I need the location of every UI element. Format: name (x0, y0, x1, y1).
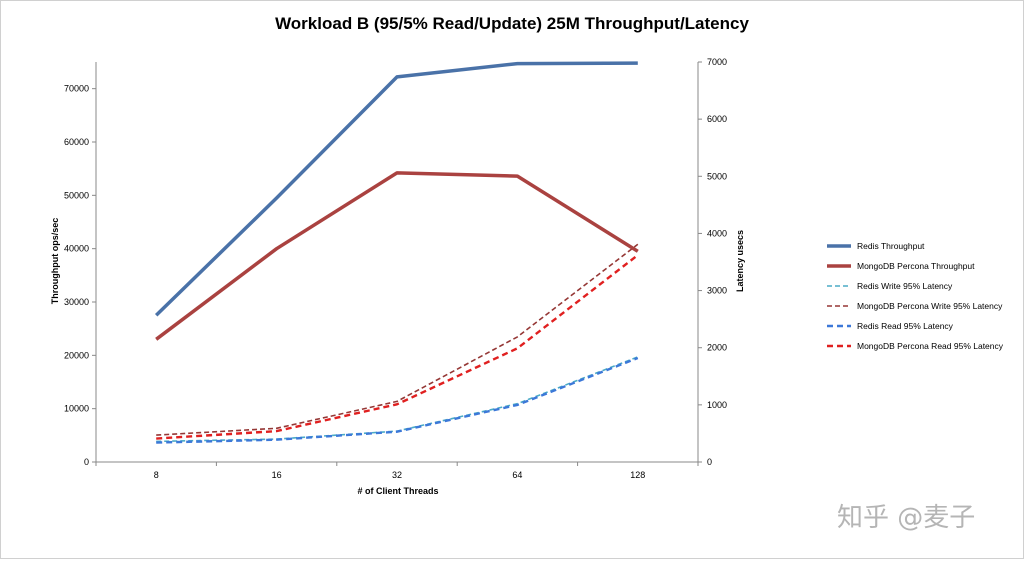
y-axis-label-left: Throughput ops/sec (50, 218, 60, 305)
y-tick-left-label: 40000 (64, 244, 89, 254)
legend-label: MongoDB Percona Throughput (857, 261, 975, 271)
y-tick-left-label: 70000 (64, 84, 89, 94)
y-tick-right-label: 2000 (707, 343, 727, 353)
legend: Redis Throughput MongoDB Percona Throughp… (827, 241, 1004, 351)
series-line-mongodb-percona-throughput (155, 171, 639, 341)
series-line-redis-throughput (154, 61, 638, 317)
y-tick-left-label: 50000 (64, 190, 89, 200)
legend-label: Redis Write 95% Latency (857, 281, 953, 291)
legend-label: MongoDB Percona Read 95% Latency (857, 341, 1004, 351)
y-tick-right-label: 3000 (707, 286, 727, 296)
x-tick-label: 8 (154, 470, 159, 480)
y-tick-right-label: 1000 (707, 400, 727, 410)
y-tick-right-label: 0 (707, 457, 712, 467)
y-tick-left-label: 20000 (64, 350, 89, 360)
y-tick-right-label: 7000 (707, 57, 727, 67)
legend-label: Redis Read 95% Latency (857, 321, 954, 331)
y-tick-right-label: 5000 (707, 171, 727, 181)
watermark: 知乎 @麦子 (837, 503, 975, 533)
series-layer (154, 61, 639, 444)
axes: 0 10000 20000 30000 40000 50000 60000 70000 0 100… (64, 57, 727, 480)
x-tick-label: 128 (630, 470, 645, 480)
series-line-mongodb-percona-read-95-latency (156, 254, 639, 440)
y-tick-left-label: 10000 (64, 404, 89, 414)
legend-label: MongoDB Percona Write 95% Latency (857, 301, 1003, 311)
y-axis-label-right: Latency usecs (735, 230, 745, 292)
x-tick-label: 16 (272, 470, 282, 480)
y-tick-left-label: 60000 (64, 137, 89, 147)
y-tick-right-label: 6000 (707, 114, 727, 124)
chart-title: Workload B (95/5% Read/Update) 25M Throu… (275, 14, 749, 33)
x-tick-label: 32 (392, 470, 402, 480)
x-tick-label: 64 (512, 470, 522, 480)
series-line-redis-read-95-latency (156, 356, 639, 444)
x-axis-label: # of Client Threads (357, 486, 438, 496)
series-line-redis-write-95-latency (156, 356, 639, 443)
y-tick-right-label: 4000 (707, 228, 727, 238)
legend-label: Redis Throughput (857, 241, 925, 251)
y-tick-left-label: 0 (84, 457, 89, 467)
y-tick-left-label: 30000 (64, 297, 89, 307)
series-line-mongodb-percona-write-95-latency (156, 243, 639, 436)
